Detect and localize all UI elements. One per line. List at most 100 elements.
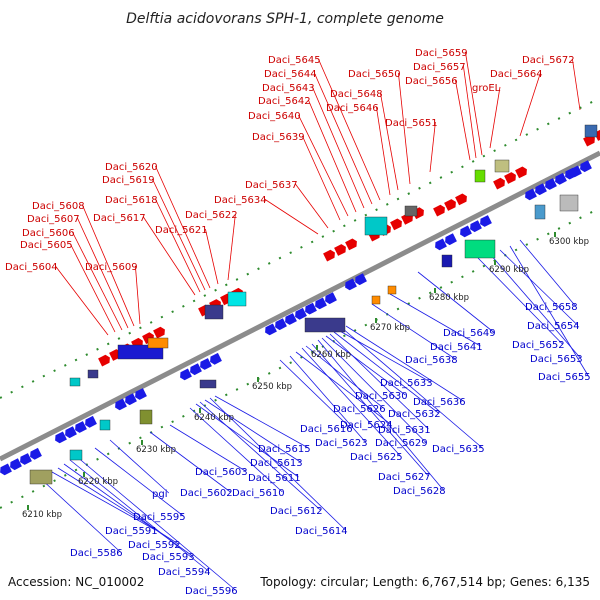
- leader-line: [72, 231, 123, 331]
- kbp-tick-label: 6230 kbp: [136, 445, 176, 455]
- gene-block: [204, 304, 224, 320]
- gene-block: [474, 169, 486, 183]
- reverse-gene-arrow: [0, 463, 12, 476]
- gene-label: Daci_5621: [155, 225, 208, 236]
- forward-gene-arrow: [323, 249, 335, 262]
- gene-label: Daci_5643: [262, 83, 315, 94]
- leader-line: [75, 455, 236, 591]
- gene-label: Daci_5652: [512, 340, 565, 351]
- kbp-tick-label: 6270 kbp: [370, 323, 410, 333]
- gene-label: Daci_5611: [248, 473, 301, 484]
- gene-block: [494, 159, 510, 173]
- gene-label: Daci_5632: [388, 409, 441, 420]
- gene-label: Daci_5657: [413, 62, 466, 73]
- leader-line: [321, 337, 426, 443]
- leader-line: [455, 79, 471, 161]
- leader-line: [519, 72, 541, 137]
- forward-gene-arrow: [390, 218, 402, 231]
- gene-label: Daci_5626: [333, 404, 386, 415]
- gene-block: [87, 369, 99, 379]
- gene-label: Daci_5622: [185, 210, 238, 221]
- gene-label: Daci_5616: [300, 424, 353, 435]
- reverse-gene-arrow: [180, 368, 192, 381]
- gene-label: Daci_5620: [105, 162, 158, 173]
- reverse-gene-arrow: [135, 388, 147, 400]
- gene-label: Daci_5625: [350, 452, 403, 463]
- reverse-gene-arrow: [190, 363, 202, 376]
- leader-line: [55, 265, 109, 336]
- leader-line: [77, 217, 129, 329]
- gene-label: Daci_5629: [375, 438, 428, 449]
- leader-line: [205, 228, 219, 285]
- gene-label: Daci_5628: [393, 486, 446, 497]
- leader-line: [155, 198, 201, 293]
- gene-label: Daci_5631: [378, 425, 431, 436]
- kbp-ticks: 6210 kbp 6220 kbp 6230 kbp 6240 kbp 6250 kbp…: [22, 232, 589, 520]
- gene-block: [441, 254, 453, 268]
- gene-label: Daci_5655: [538, 372, 591, 383]
- gene-label: Daci_5637: [245, 180, 298, 191]
- gene-block: [199, 379, 217, 389]
- leader-line: [302, 135, 341, 221]
- reverse-gene-arrow: [295, 307, 307, 320]
- gene-block: [69, 449, 83, 461]
- gene-label: Daci_5651: [385, 118, 438, 129]
- gene-label: Daci_5644: [264, 69, 317, 80]
- gene-label: Daci_5649: [443, 328, 496, 339]
- leader-line: [345, 325, 464, 402]
- gene-label: Daci_5596: [185, 586, 238, 597]
- leader-line: [227, 213, 236, 281]
- leader-line: [305, 345, 384, 409]
- leader-line: [70, 243, 116, 333]
- gene-label: Daci_5610: [232, 488, 285, 499]
- gene-label: Daci_5614: [295, 526, 348, 537]
- leader-line: [301, 347, 401, 457]
- reverse-gene-arrow: [200, 358, 212, 370]
- leader-line: [152, 178, 206, 291]
- leader-line: [341, 327, 483, 449]
- leader-line: [264, 198, 319, 235]
- gene-label: Daci_5608: [32, 201, 85, 212]
- leader-line: [135, 265, 141, 325]
- reverse-gene-arrow: [525, 188, 537, 201]
- gene-block: [404, 205, 418, 217]
- forward-gene-arrow: [583, 134, 595, 147]
- reverse-gene-arrow: [65, 426, 77, 439]
- gene-block: [534, 204, 546, 220]
- gene-block: [559, 194, 579, 212]
- gene-label: Daci_5659: [415, 48, 468, 59]
- upper-track: [0, 97, 600, 399]
- reverse-gene-arrow: [125, 393, 137, 406]
- reverse-gene-arrow: [115, 398, 127, 411]
- reverse-gene-arrow: [535, 183, 547, 196]
- kbp-tick-label: 6250 kbp: [252, 382, 292, 392]
- gene-label: Daci_5605: [20, 240, 73, 251]
- leader-line: [463, 65, 477, 159]
- leader-line: [51, 471, 156, 531]
- gene-label: Daci_5623: [315, 438, 368, 449]
- leader-line: [429, 121, 436, 173]
- leader-line: [295, 183, 329, 229]
- leader-line: [417, 271, 494, 333]
- leader-line: [489, 86, 501, 149]
- reverse-gene-arrow: [435, 238, 447, 251]
- gene-label: Daci_5658: [525, 302, 578, 313]
- reverse-gene-arrow: [315, 297, 327, 310]
- leader-line: [94, 447, 184, 517]
- kbp-tick-label: 6300 kbp: [549, 237, 589, 247]
- forward-gene-arrow: [504, 172, 516, 184]
- gene-label: Daci_5618: [105, 195, 158, 206]
- reverse-gene-arrow: [355, 273, 367, 286]
- gene-label: Daci_5664: [490, 69, 543, 80]
- forward-gene-arrow: [433, 204, 445, 217]
- leader-line: [489, 253, 581, 359]
- map-title: Delftia acidovorans SPH-1, complete geno…: [126, 11, 444, 27]
- leader-line: [295, 351, 391, 425]
- reverse-gene-arrow: [85, 415, 97, 428]
- gene-block: [69, 377, 81, 387]
- gene-label: pgi: [152, 489, 167, 500]
- gene-label: Daci_5591: [105, 526, 158, 537]
- gene-label: Daci_5648: [330, 89, 383, 100]
- leader-line: [109, 439, 170, 494]
- gene-label: Daci_5641: [430, 342, 483, 353]
